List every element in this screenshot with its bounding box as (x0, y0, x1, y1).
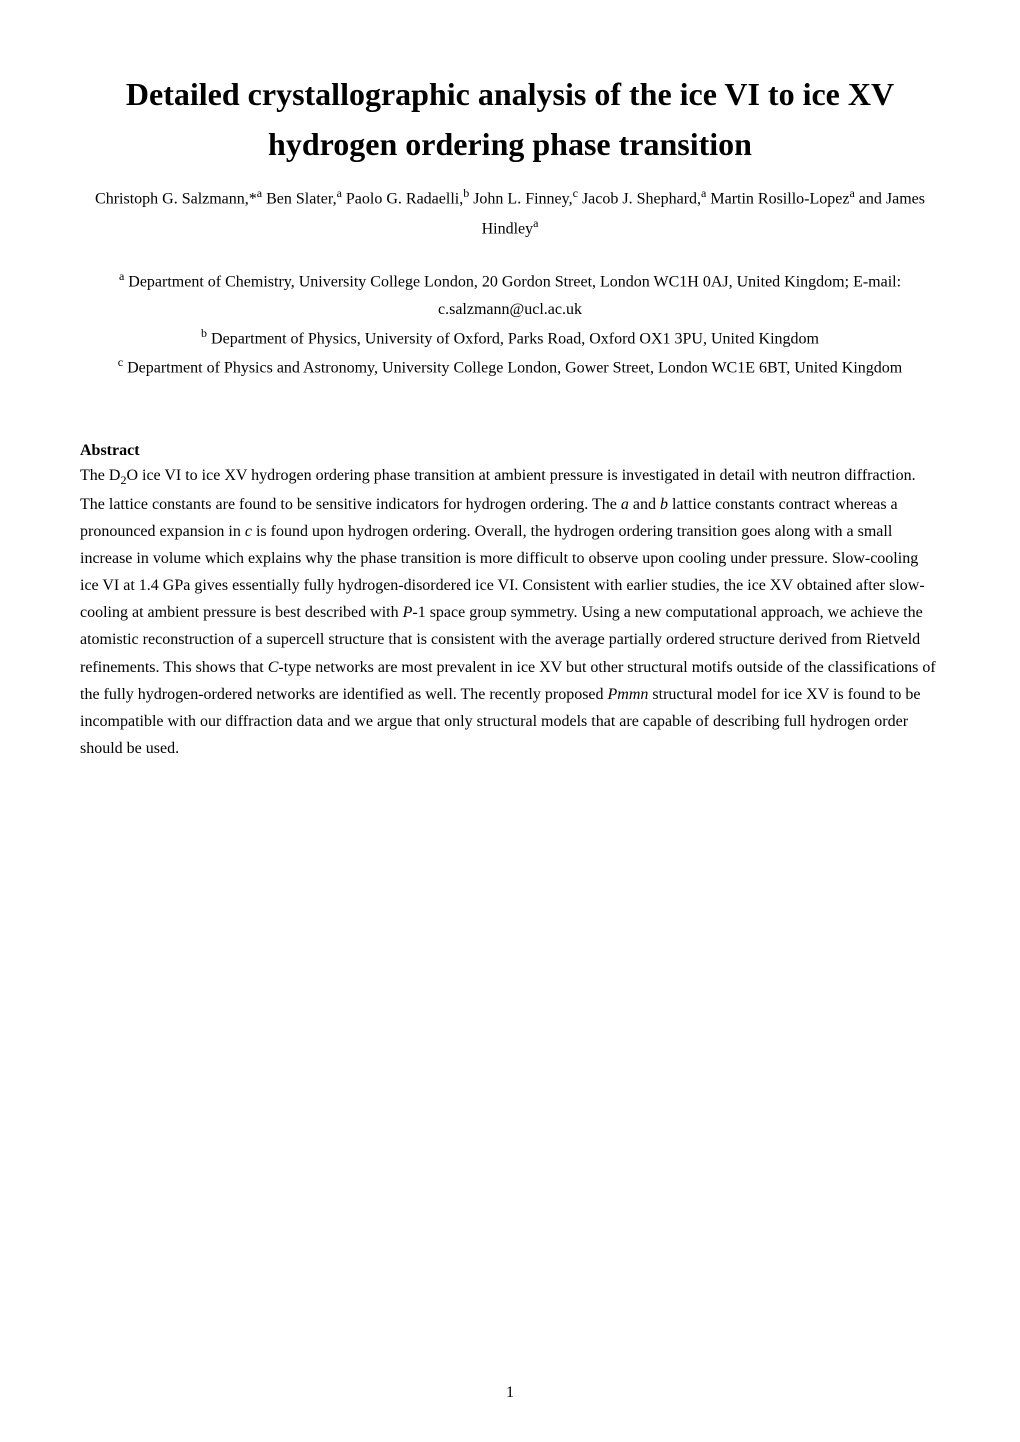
paper-title: Detailed crystallographic analysis of th… (80, 70, 940, 169)
affiliation-a: a Department of Chemistry, University Co… (80, 266, 940, 323)
authors-line: Christoph G. Salzmann,*a Ben Slater,a Pa… (80, 183, 940, 242)
page-number: 1 (0, 1384, 1020, 1402)
title-line-1: Detailed crystallographic analysis of th… (126, 76, 894, 112)
abstract-heading: Abstract (80, 442, 940, 460)
title-line-2: hydrogen ordering phase transition (268, 126, 752, 162)
abstract-body: The D2O ice VI to ice XV hydrogen orderi… (80, 462, 940, 762)
affiliation-c: c Department of Physics and Astronomy, U… (80, 352, 940, 382)
affiliation-b: b Department of Physics, University of O… (80, 323, 940, 353)
paper-page: Detailed crystallographic analysis of th… (0, 0, 1020, 1442)
affiliations: a Department of Chemistry, University Co… (80, 266, 940, 382)
